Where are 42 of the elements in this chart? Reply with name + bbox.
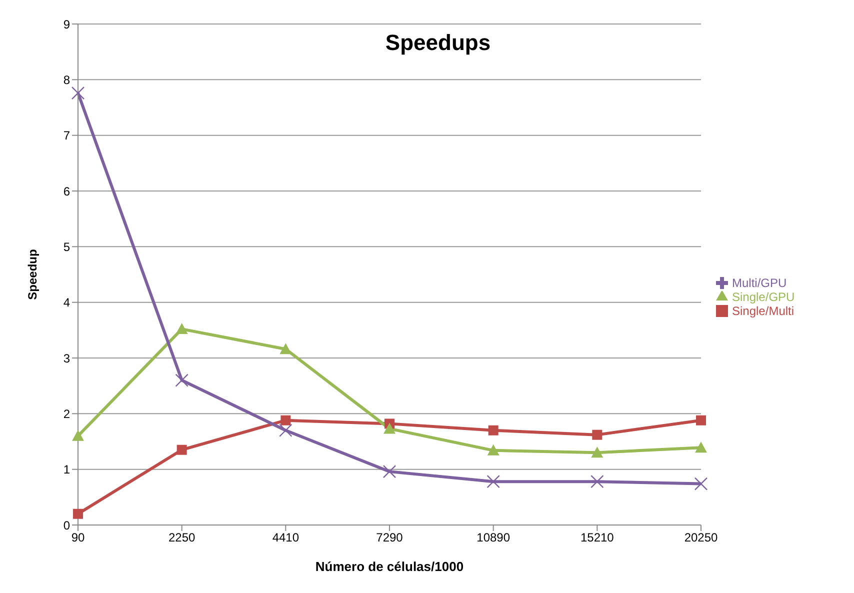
point — [71, 86, 85, 100]
y-tick-label: 0 — [63, 518, 70, 532]
point — [590, 474, 604, 488]
x-tick-label: 4410 — [272, 530, 300, 545]
point — [280, 415, 291, 426]
point — [694, 477, 708, 490]
point — [176, 444, 187, 455]
point — [279, 424, 292, 437]
y-tick-label: 7 — [63, 128, 70, 143]
y-tick-label: 3 — [63, 351, 70, 366]
y-tick-label: 8 — [63, 72, 70, 87]
point — [488, 425, 498, 436]
x-tick-label: 10890 — [476, 530, 510, 545]
point — [591, 446, 604, 458]
x-tick-label: 20250 — [684, 530, 718, 545]
x-tick-label: 2250 — [168, 530, 196, 545]
legend-label: Multi/GPU — [732, 276, 787, 290]
point — [176, 323, 188, 334]
x-tick-label: 15210 — [580, 530, 614, 545]
point — [486, 474, 500, 488]
legend-label: Single/GPU — [732, 290, 795, 304]
point — [696, 415, 706, 426]
y-tick-label: 4 — [63, 296, 70, 310]
point — [73, 508, 83, 519]
point — [384, 422, 396, 434]
point — [382, 464, 396, 478]
point — [72, 430, 84, 441]
y-tick-label: 1 — [63, 462, 70, 477]
point — [695, 442, 707, 453]
point — [487, 444, 500, 456]
legend-label: Single/Multi — [732, 304, 794, 318]
point — [592, 430, 602, 440]
y-tick-label: 5 — [63, 240, 70, 254]
y-tick-label: 9 — [63, 17, 70, 32]
y-tick-label: 6 — [63, 184, 70, 198]
chart-title: Speedups — [384, 30, 492, 56]
x-axis-title: Número de células/1000 — [315, 559, 464, 574]
y-axis-title: Speedup — [25, 249, 40, 300]
x-tick-label: 7290 — [376, 530, 404, 545]
x-tick-label: 90 — [71, 530, 85, 545]
point — [175, 374, 188, 387]
y-tick-label: 2 — [63, 406, 70, 421]
